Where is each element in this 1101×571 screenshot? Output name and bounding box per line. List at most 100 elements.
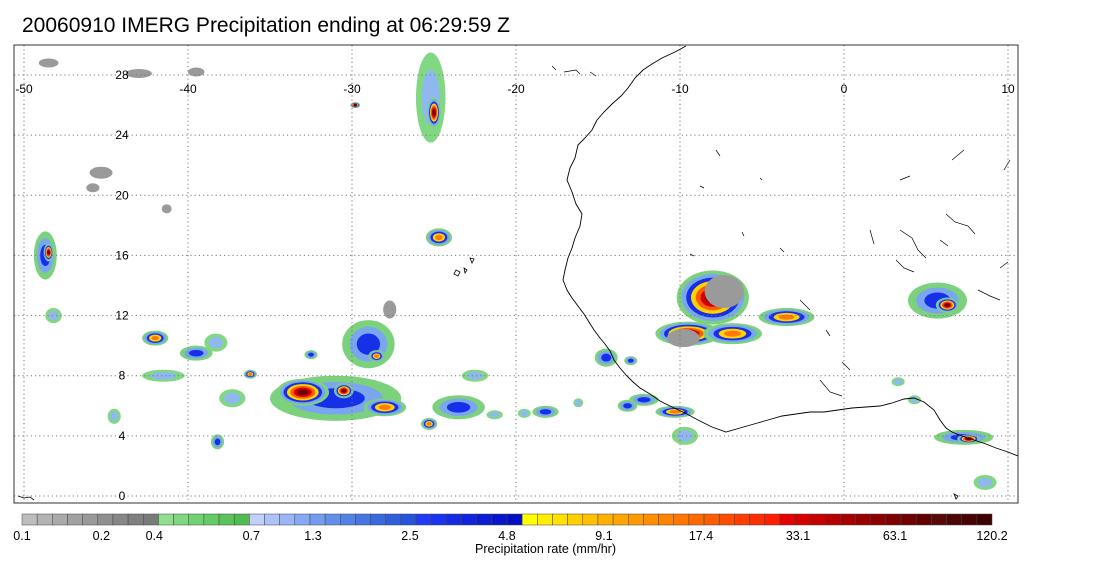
- lon-tick-label: -10: [671, 82, 689, 96]
- map-frame: [13, 44, 1019, 504]
- colorbar-swatch: [203, 513, 220, 526]
- rain-contour: [489, 412, 500, 418]
- rain-cell: [655, 405, 695, 418]
- colorbar-tick-label: 2.5: [401, 529, 418, 543]
- colorbar-swatch: [97, 513, 114, 526]
- rain-cell: [89, 166, 113, 179]
- colorbar-swatch: [946, 513, 962, 526]
- colorbar-swatch: [855, 513, 871, 526]
- rain-cell: [461, 369, 489, 382]
- rain-contour: [110, 411, 119, 421]
- rain-cell: [671, 426, 699, 445]
- lon-tick-label: -40: [179, 82, 197, 96]
- lat-tick-label: 8: [119, 369, 126, 383]
- rain-cell: [427, 97, 441, 128]
- coastline-cameroon: [951, 431, 1018, 457]
- lat-tick-label: 0: [119, 489, 126, 503]
- colorbar-swatch: [718, 513, 735, 526]
- colorbar-swatch: [400, 513, 417, 526]
- colorbar-swatch: [628, 513, 644, 526]
- colorbar-swatch: [188, 513, 205, 526]
- rain-cell: [45, 308, 62, 324]
- colorbar-swatch: [915, 513, 932, 526]
- colorbar-swatch: [734, 513, 750, 526]
- colorbar-tick-label: 33.1: [786, 529, 810, 543]
- colorbar-swatch: [370, 513, 386, 526]
- rain-contour: [48, 310, 59, 321]
- rain-contour: [248, 372, 253, 376]
- rain-contour: [188, 349, 204, 357]
- rain-contour: [466, 372, 484, 380]
- colorbar-swatch: [931, 513, 947, 526]
- rain-contour: [676, 430, 693, 442]
- rain-cell: [573, 398, 584, 408]
- colorbar-swatch: [840, 513, 856, 526]
- colorbar-swatch: [127, 513, 144, 526]
- rain-cell: [107, 408, 121, 424]
- rain-cell: [935, 297, 959, 313]
- colorbar-swatch: [703, 513, 720, 526]
- colorbar-swatch: [36, 513, 53, 526]
- rain-contour: [208, 337, 223, 349]
- colorbar-swatch: [597, 513, 614, 526]
- rain-contour: [353, 103, 357, 107]
- rain-cell: [86, 183, 100, 193]
- rain-contour: [520, 410, 529, 417]
- colorbar-swatch: [491, 513, 508, 526]
- rain-contour: [150, 372, 177, 380]
- rain-contour: [666, 329, 700, 348]
- colorbar-swatch: [82, 513, 99, 526]
- lat-tick-label: 4: [119, 429, 126, 443]
- rain-contour: [894, 378, 903, 385]
- rain-contour: [623, 403, 632, 409]
- rain-cell: [363, 398, 407, 417]
- colorbar-swatch: [582, 513, 599, 526]
- colorbar-swatch: [506, 513, 523, 526]
- rain-contour: [944, 303, 950, 307]
- lon-tick-label: 0: [841, 82, 848, 96]
- colorbar-swatch: [233, 513, 250, 526]
- colorbar: [21, 513, 993, 526]
- rain-cell: [342, 320, 395, 369]
- colorbar-swatch: [764, 513, 781, 526]
- rain-contour: [669, 410, 681, 414]
- colorbar-swatch: [218, 513, 235, 526]
- colorbar-swatch: [67, 513, 83, 526]
- colorbar-swatch: [309, 513, 326, 526]
- colorbar-tick-label: 0.1: [13, 529, 30, 543]
- rain-cell: [666, 329, 700, 348]
- lat-lon-grid: [14, 45, 1018, 503]
- colorbar-swatch: [567, 513, 584, 526]
- colorbar-swatch: [658, 513, 674, 526]
- colorbar-swatch: [794, 513, 811, 526]
- colorbar-tick-label: 1.3: [304, 529, 321, 543]
- colorbar-swatch: [825, 513, 841, 526]
- rain-cell: [420, 417, 438, 430]
- colorbar-swatch: [900, 513, 917, 526]
- rain-contour: [356, 333, 381, 355]
- rain-cell: [532, 405, 559, 418]
- rain-contour: [341, 389, 346, 393]
- rain-cell: [517, 408, 531, 418]
- lon-tick-label: -30: [343, 82, 361, 96]
- colorbar-tick-label: 120.2: [976, 529, 1007, 543]
- rain-cell: [624, 356, 638, 366]
- colorbar-label: Precipitation rate (mm/hr): [474, 542, 616, 556]
- colorbar-swatch: [294, 513, 311, 526]
- rain-cell: [38, 58, 59, 68]
- colorbar-swatch: [21, 513, 38, 526]
- latitude-labels: 0 4 8 12 16 20 24 28: [115, 68, 129, 503]
- rain-contour: [637, 397, 651, 403]
- rain-contour: [297, 389, 309, 396]
- rain-cell: [368, 350, 385, 363]
- rain-contour: [188, 67, 205, 77]
- map-background: [14, 45, 1018, 503]
- rain-cell: [383, 300, 397, 319]
- colorbar-tick-label: 9.1: [595, 529, 612, 543]
- colorbar-swatch: [870, 513, 887, 526]
- colorbar-swatch: [612, 513, 629, 526]
- colorbar-swatch: [476, 513, 493, 526]
- colorbar-swatch: [355, 513, 371, 526]
- rain-cell: [486, 410, 503, 420]
